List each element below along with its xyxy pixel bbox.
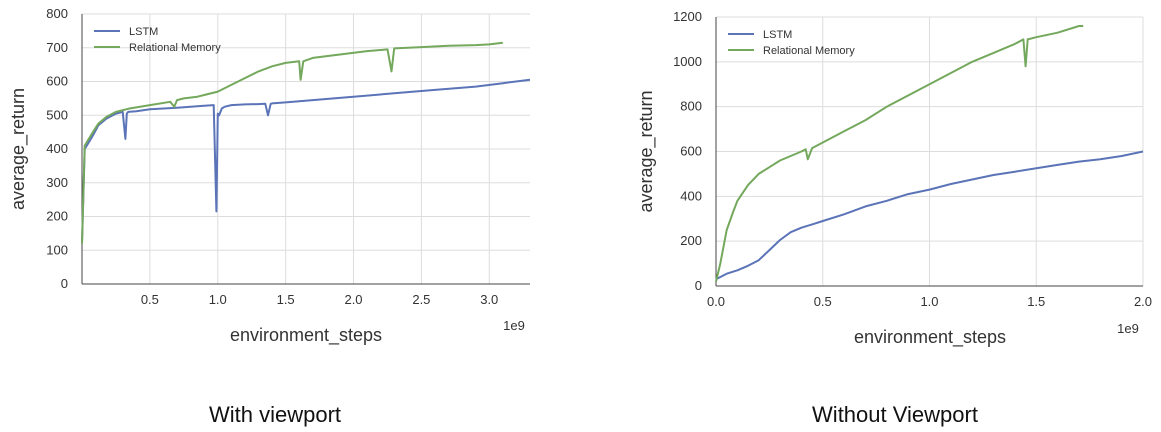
x-axis-label: environment_steps xyxy=(230,325,382,346)
y-tick-label: 0 xyxy=(695,278,702,293)
series-line-lstm xyxy=(715,150,1144,281)
caption-without-viewport: Without Viewport xyxy=(812,402,978,427)
x-tick-label: 1.0 xyxy=(209,292,227,307)
y-tick-label: 400 xyxy=(680,188,702,203)
x-tick-label: 1.5 xyxy=(1027,294,1045,309)
legend-label: Relational Memory xyxy=(129,42,221,54)
x-tick-label: 2.0 xyxy=(1134,294,1152,309)
series-line-relational-memory xyxy=(81,41,503,244)
y-tick-label: 1200 xyxy=(673,9,702,24)
y-tick-label: 400 xyxy=(46,141,68,156)
y-tick-label: 600 xyxy=(680,144,702,159)
x-tick-label: 2.0 xyxy=(344,292,362,307)
y-tick-label: 300 xyxy=(46,175,68,190)
y-tick-label: 0 xyxy=(61,276,68,291)
chart-with-viewport: 0.5 1.0 1.5 2.0 2.5 3.0 0 100 200 300 400 500 600 700… xyxy=(8,6,531,346)
chart-without-viewport: 0.0 0.5 1.0 1.5 2.0 0 200 400 600 800 1000 1200 envi… xyxy=(636,9,1152,348)
y-tick-label: 200 xyxy=(46,209,68,224)
y-axis-label: average_return xyxy=(8,88,29,210)
x-tick-label: 2.5 xyxy=(412,292,430,307)
x-tick-label: 1.5 xyxy=(277,292,295,307)
x-tick-label: 1.0 xyxy=(920,294,938,309)
series-line-relational-memory xyxy=(715,25,1084,282)
x-tick-label: 0.5 xyxy=(141,292,159,307)
y-tick-label: 600 xyxy=(46,74,68,89)
x-tick-label: 3.0 xyxy=(480,292,498,307)
x-axis-label: environment_steps xyxy=(854,327,1006,348)
x-multiplier-label: 1e9 xyxy=(503,318,525,333)
x-multiplier-label: 1e9 xyxy=(1117,321,1139,336)
y-tick-label: 500 xyxy=(46,107,68,122)
y-tick-label: 200 xyxy=(680,233,702,248)
y-axis-label: average_return xyxy=(636,90,657,212)
legend-label: Relational Memory xyxy=(763,45,855,57)
y-tick-label: 700 xyxy=(46,40,68,55)
caption-with-viewport: With viewport xyxy=(208,402,342,427)
legend-label: LSTM xyxy=(129,26,158,38)
y-tick-label: 100 xyxy=(46,242,68,257)
y-tick-label: 1000 xyxy=(673,54,702,69)
x-tick-label: 0.0 xyxy=(707,294,725,309)
series-line-lstm xyxy=(81,78,531,244)
x-tick-label: 0.5 xyxy=(814,294,832,309)
legend-label: LSTM xyxy=(763,29,792,41)
y-tick-label: 800 xyxy=(680,99,702,114)
y-tick-label: 800 xyxy=(46,6,68,21)
